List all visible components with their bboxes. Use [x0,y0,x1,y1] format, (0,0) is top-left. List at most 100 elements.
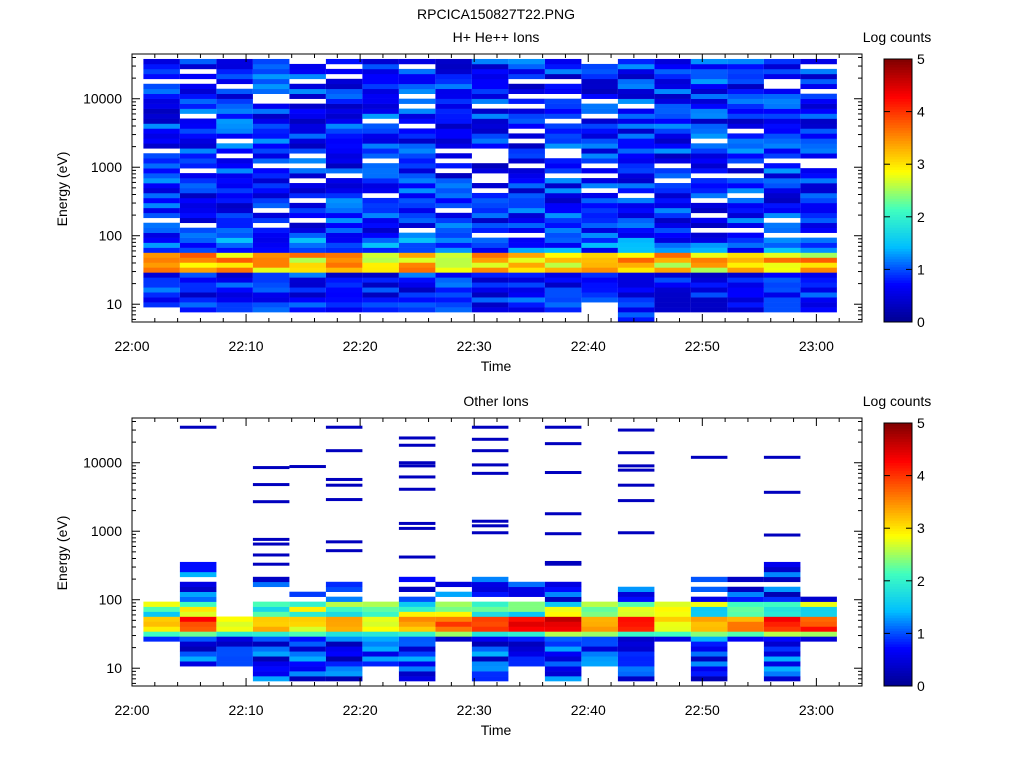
colorbar-swatch [884,316,912,320]
heatmap-cell [471,143,509,149]
heatmap-cell [398,661,436,667]
heatmap-cell [398,636,436,642]
x-tick-label: 22:30 [457,702,492,718]
heatmap-cell [325,292,363,298]
heatmap-cell [143,631,180,637]
heatmap-cell [581,192,618,199]
colorbar-tick-label: 1 [917,625,925,641]
heatmap-cell [654,247,691,253]
heatmap-cell [617,153,655,159]
heatmap-cell [800,103,837,109]
colorbar-swatch [884,87,912,92]
heatmap-cell [435,601,472,607]
colorbar-swatch [884,530,912,534]
heatmap-cell [690,83,728,90]
heatmap-cell [398,272,436,278]
heatmap-cell [508,626,545,632]
heatmap-cell [471,576,509,583]
heatmap-cell [289,307,326,313]
heatmap-cell [471,118,509,124]
heatmap-cell [654,282,691,288]
heatmap-cell [398,461,436,465]
heatmap-cell [763,656,801,662]
heatmap-cell [143,222,180,228]
heatmap-cell [508,651,545,657]
heatmap-cell [252,651,290,657]
heatmap-cell [143,153,180,159]
heatmap-cell [398,247,436,253]
heatmap-cell [581,207,618,214]
heatmap-cell [508,58,545,65]
heatmap-cell [252,626,290,632]
colorbar-swatch [884,235,912,239]
colorbar-swatch [884,651,912,655]
heatmap-cell [252,168,290,174]
heatmap-cell [727,78,764,85]
heatmap-cell [362,611,399,617]
colorbar-swatch [884,433,912,437]
heatmap-cell [252,297,290,303]
heatmap-cell [179,257,217,263]
heatmap-cell [325,168,363,174]
colorbar-swatch [884,319,912,323]
heatmap-cell [362,78,399,85]
heatmap-cell [690,616,728,622]
heatmap-cell [471,297,509,303]
heatmap-cell [581,138,618,144]
heatmap-cell [289,656,326,662]
heatmap-cell [800,262,837,268]
heatmap-cell [654,212,691,219]
heatmap-cell [508,616,545,622]
heatmap-cell [252,562,290,566]
heatmap-cell [508,183,545,189]
heatmap-cell [252,641,290,647]
heatmap-cell [544,108,582,114]
heatmap-cell [252,636,290,642]
heatmap-cell [325,247,363,253]
heatmap-cell [617,297,655,303]
heatmap-cell [398,138,436,144]
heatmap-cell [179,178,217,184]
heatmap-cell [508,108,545,114]
heatmap-cell [362,73,399,80]
panel-bottom-colorbar-label: Log counts [863,393,932,409]
heatmap-cell [216,267,253,273]
panel-bottom-title: Other Ions [463,393,528,409]
heatmap-cell [581,148,618,154]
heatmap-cell [471,227,509,233]
heatmap-cell [398,521,436,525]
heatmap-cell [216,202,253,209]
heatmap-cell [581,93,618,99]
heatmap-cell [727,631,764,637]
heatmap-cell [581,282,618,288]
heatmap-cell [325,641,363,647]
heatmap-cell [289,247,326,253]
heatmap-cell [435,636,472,642]
heatmap-cell [471,138,509,144]
heatmap-cell [544,247,582,253]
heatmap-cell [800,138,837,144]
heatmap-cell [289,292,326,298]
panel-bottom-y-ticks: 10 100 1000 10000 [83,421,862,684]
heatmap-cell [252,188,290,194]
heatmap-cell [581,646,618,652]
colorbar-swatch [884,156,912,160]
heatmap-cell [435,222,472,228]
colorbar-swatch [884,565,912,569]
heatmap-cell [800,118,837,124]
heatmap-cell [325,123,363,129]
heatmap-cell [471,257,509,263]
heatmap-cell [800,173,837,179]
colorbar-swatch [884,145,912,149]
heatmap-cell [581,212,618,219]
heatmap-cell [398,555,436,559]
heatmap-cell [471,98,509,104]
heatmap-cell [435,212,472,219]
colorbar-swatch [884,470,912,474]
heatmap-cell [508,123,545,129]
heatmap-cell [216,63,253,70]
heatmap-cell [617,272,655,278]
heatmap-cell [581,143,618,149]
heatmap-cell [179,566,217,573]
heatmap-cell [617,257,655,263]
